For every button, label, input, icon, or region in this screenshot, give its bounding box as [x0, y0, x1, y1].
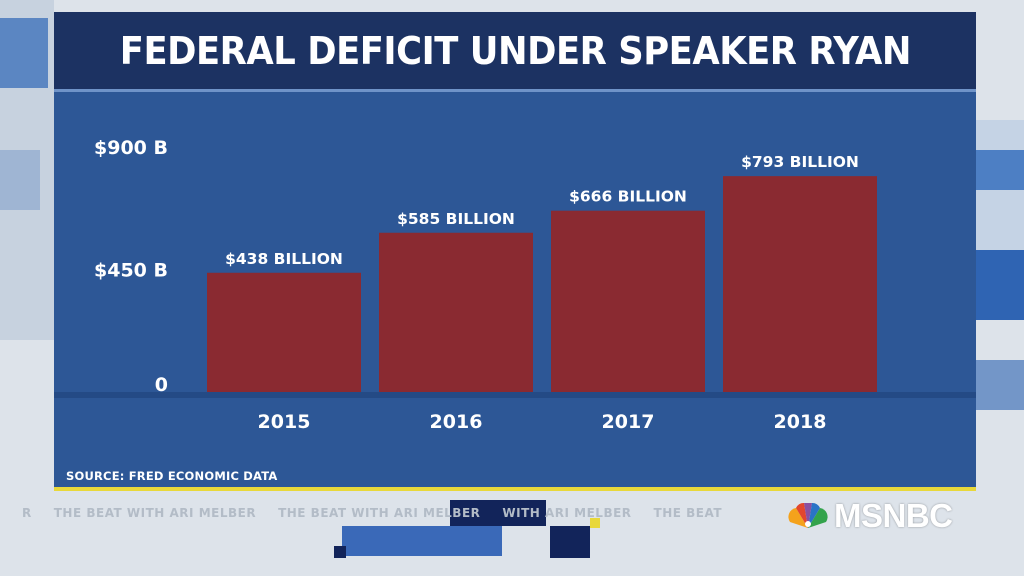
y-tick-label: $450 B [94, 260, 168, 282]
background-block [342, 526, 502, 556]
ticker-item: R [22, 506, 32, 520]
background-block [976, 120, 1024, 270]
y-axis: 0 $450 B $900 B [94, 137, 168, 396]
background-block [976, 250, 1024, 320]
background-block [550, 526, 590, 558]
background-block [0, 150, 40, 210]
data-label: $666 BILLION [569, 188, 687, 206]
chart-panel: 0 $450 B $900 B $438 BILLION $585 BILLION $6… [54, 12, 976, 489]
source-note: SOURCE: FRED ECONOMIC DATA [66, 469, 278, 483]
x-tick-label: 2016 [430, 411, 483, 433]
y-tick-label: 0 [155, 374, 168, 396]
x-tick-label: 2017 [602, 411, 655, 433]
ticker-item: THE BEAT [653, 506, 723, 520]
data-label: $438 BILLION [225, 250, 343, 268]
bar-2017 [551, 210, 705, 392]
data-label: $793 BILLION [741, 153, 859, 171]
x-axis: 2015 2016 2017 2018 [258, 411, 827, 433]
background-block [976, 150, 1024, 190]
background-block [976, 360, 1024, 410]
background-block [334, 546, 346, 558]
x-tick-label: 2015 [258, 411, 311, 433]
ticker-item: WITH ARI MELBER [502, 506, 632, 520]
network-logo: MSNBC [786, 496, 953, 536]
y-tick-label: $900 B [94, 137, 168, 159]
ticker-item: THE BEAT WITH ARI MELBER [278, 506, 481, 520]
background-block [0, 18, 48, 88]
logo-wordmark: MSNBC [834, 497, 953, 534]
x-tick-label: 2018 [774, 411, 827, 433]
bars-group: $438 BILLION $585 BILLION $666 BILLION $793… [207, 153, 877, 392]
accent-rule [54, 487, 976, 491]
title-divider [54, 89, 976, 92]
chart-title: FEDERAL DEFICIT UNDER SPEAKER RYAN [119, 28, 911, 73]
title-bar: FEDERAL DEFICIT UNDER SPEAKER RYAN [54, 12, 976, 89]
ticker-item: THE BEAT WITH ARI MELBER [53, 506, 257, 520]
bar-2015 [207, 272, 361, 392]
bar-2018 [723, 176, 877, 392]
peacock-icon [788, 502, 828, 528]
data-label: $585 BILLION [397, 210, 515, 228]
background-block [450, 500, 546, 526]
bar-2016 [379, 232, 533, 392]
show-ticker: R THE BEAT WITH ARI MELBER THE BEAT WITH A… [0, 506, 790, 528]
background-block [590, 518, 600, 528]
baseline-band [54, 392, 976, 398]
bar-chart: 0 $450 B $900 B $438 BILLION $585 BILLION $6… [54, 137, 976, 433]
